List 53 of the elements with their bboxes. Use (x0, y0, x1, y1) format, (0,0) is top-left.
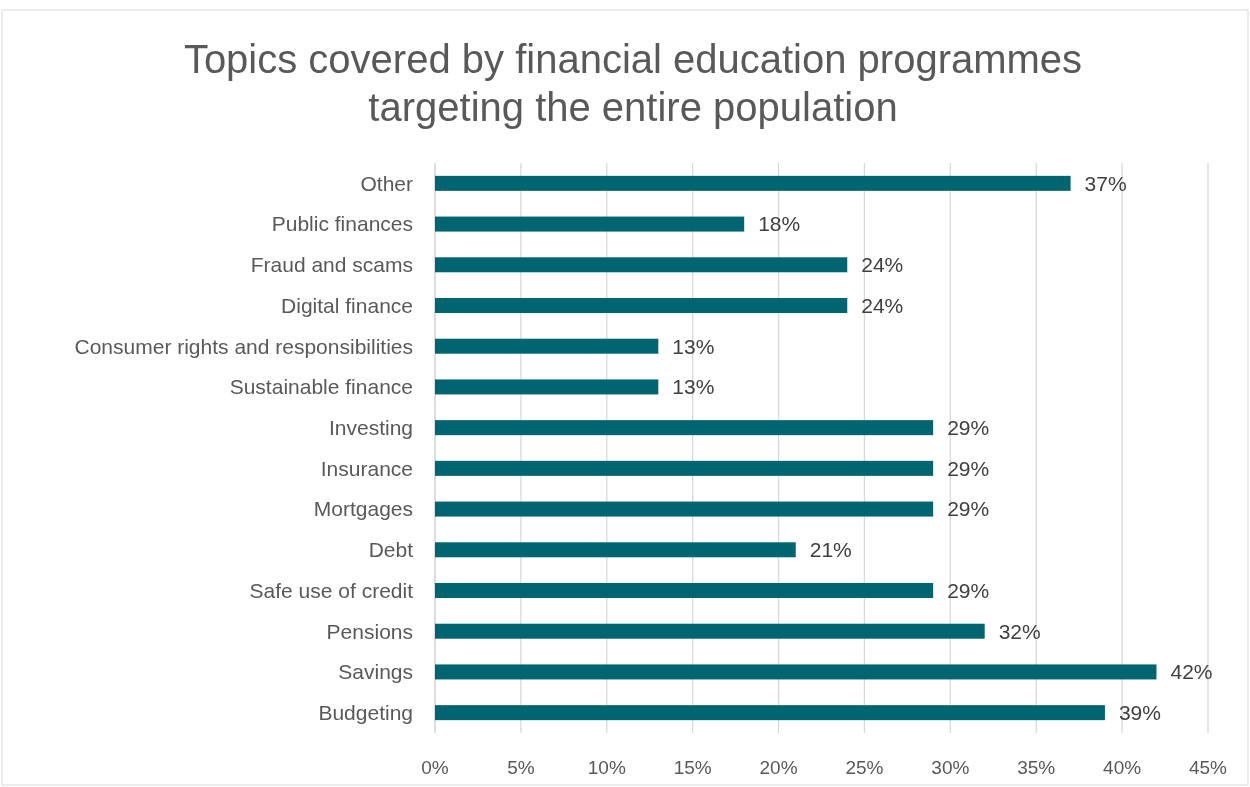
y-tick-label: Consumer rights and responsibilities (74, 334, 413, 358)
bar (435, 420, 934, 436)
y-tick-label: Insurance (320, 456, 413, 480)
x-tick-label: 5% (507, 756, 535, 778)
x-tick-label: 10% (587, 756, 626, 778)
chart-title: Topics covered by financial education programmes targeting the entire population (183, 37, 1083, 129)
y-tick-label: Investing (328, 415, 413, 439)
data-label: 29% (947, 415, 990, 439)
data-label: 29% (947, 578, 990, 602)
y-tick-label: Debt (368, 538, 414, 562)
x-tick-label: 20% (759, 756, 798, 778)
data-label: 42% (1170, 660, 1213, 684)
data-label: 29% (947, 456, 990, 480)
x-tick-label: 40% (1103, 756, 1142, 778)
bar (435, 664, 1157, 680)
y-tick-label: Budgeting (318, 700, 413, 724)
bar (435, 338, 659, 354)
bar (435, 542, 796, 558)
bar (435, 623, 985, 639)
y-tick-label: Mortgages (313, 497, 413, 521)
data-label: 24% (861, 253, 904, 277)
x-tick-label: 25% (845, 756, 884, 778)
data-label: 39% (1118, 700, 1161, 724)
bar (435, 379, 659, 395)
x-tick-label: 30% (931, 756, 970, 778)
bar (435, 705, 1105, 721)
y-tick-label: Savings (338, 660, 413, 684)
y-tick-label: Safe use of credit (249, 578, 414, 602)
data-label: 13% (672, 334, 715, 358)
data-label: 24% (861, 293, 904, 317)
y-tick-label: Digital finance (281, 293, 413, 317)
bar (435, 583, 934, 598)
data-label: 32% (998, 619, 1041, 643)
data-label: 21% (809, 538, 852, 562)
bar (435, 257, 848, 273)
y-tick-label: Pensions (326, 619, 413, 643)
x-tick-label: 15% (673, 756, 712, 778)
bar (435, 298, 848, 313)
bar (435, 216, 745, 232)
x-tick-label: 35% (1017, 756, 1056, 778)
data-label: 29% (947, 497, 990, 521)
y-tick-label: Other (360, 171, 413, 195)
data-label: 37% (1084, 171, 1127, 195)
data-label: 18% (758, 212, 801, 236)
bar (435, 175, 1071, 191)
x-tick-label: 45% (1188, 756, 1228, 778)
y-tick-label: Public finances (271, 212, 413, 236)
y-tick-label: Fraud and scams (250, 253, 413, 277)
bar (435, 501, 934, 517)
bar (435, 460, 934, 476)
x-tick-label: 0% (421, 756, 449, 778)
data-label: 13% (672, 375, 715, 399)
y-tick-label: Sustainable finance (229, 375, 413, 399)
